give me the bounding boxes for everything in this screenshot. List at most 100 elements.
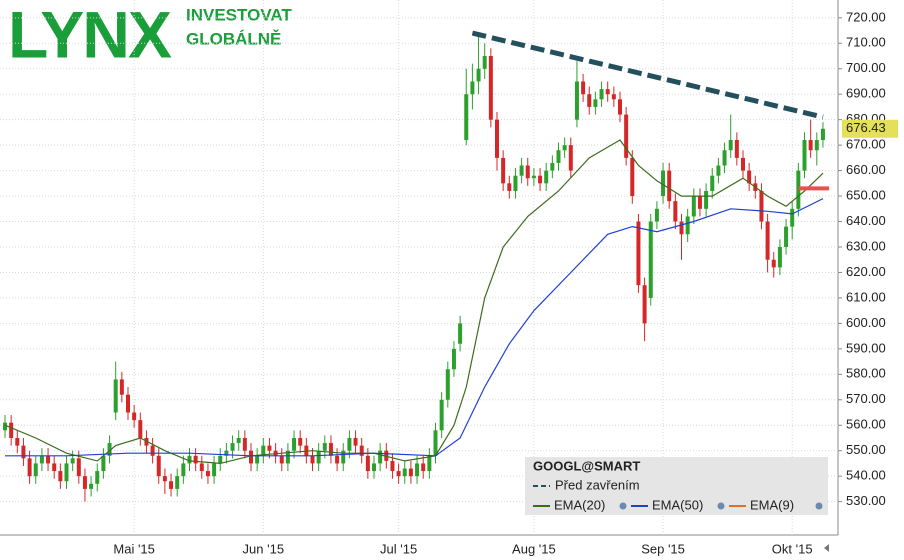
candle-body	[58, 471, 63, 482]
y-tick-label: 560.00	[846, 417, 886, 432]
x-tick-label: Sep '15	[641, 541, 685, 556]
candle-body	[199, 463, 204, 472]
x-tick-label: Jul '15	[380, 541, 417, 556]
y-tick-label: 530.00	[846, 493, 886, 508]
candle-body	[292, 437, 297, 451]
candle-body	[747, 170, 752, 184]
candle-body	[464, 94, 469, 141]
candle-body	[408, 468, 413, 477]
candle-body	[255, 455, 260, 464]
candle-body	[439, 399, 444, 431]
y-tick-label: 590.00	[846, 340, 886, 355]
candle-body	[138, 420, 143, 438]
candle-body	[162, 476, 167, 482]
candle-body	[15, 437, 20, 446]
x-tick-label: Aug '15	[512, 541, 556, 556]
candle-body	[636, 221, 641, 286]
candle-body	[205, 471, 210, 477]
y-tick-label: 710.00	[846, 35, 886, 50]
candle-body	[82, 476, 87, 489]
y-tick-label: 580.00	[846, 366, 886, 381]
x-tick-label: Mai '15	[113, 541, 155, 556]
legend-icon[interactable]	[815, 502, 823, 510]
candle-body	[697, 196, 702, 209]
candle-body	[126, 394, 130, 413]
candle-body	[230, 443, 235, 451]
candle-body	[661, 170, 666, 197]
candle-body	[378, 450, 383, 464]
candle-body	[734, 140, 739, 158]
candle-body	[156, 455, 161, 477]
candle-body	[648, 221, 653, 298]
candle-body	[107, 443, 112, 456]
candle-body	[587, 94, 592, 107]
candle-body	[605, 89, 610, 95]
trendline	[471, 30, 824, 120]
candle-body	[46, 455, 51, 464]
legend-icon[interactable]	[717, 502, 725, 510]
candle-body	[113, 379, 118, 413]
candle-body	[261, 445, 266, 456]
candle-body	[52, 463, 57, 472]
candle-body	[119, 379, 124, 395]
y-tick-label: 640.00	[846, 213, 886, 228]
legend-label: EMA(9)	[750, 497, 794, 512]
candle-body	[488, 56, 493, 120]
candle-body	[310, 455, 315, 464]
candle-body	[673, 201, 678, 222]
candle-body	[267, 445, 272, 451]
candle-body	[341, 450, 346, 464]
candle-body	[372, 463, 376, 472]
y-tick-label: 650.00	[846, 188, 886, 203]
candle-body	[89, 483, 94, 489]
candle-body	[685, 216, 690, 235]
candle-body	[390, 460, 395, 472]
candle-body	[70, 458, 75, 464]
candle-body	[427, 455, 432, 472]
candle-body	[76, 458, 81, 477]
candle-body	[482, 56, 487, 69]
candle-body	[279, 455, 284, 464]
candle-body	[33, 463, 38, 477]
candle-body	[236, 437, 241, 444]
candle-body	[802, 140, 807, 171]
scroll-arrow[interactable]	[824, 544, 829, 552]
y-tick-label: 620.00	[846, 264, 886, 279]
y-tick-label: 700.00	[846, 60, 886, 75]
candle-body	[193, 455, 198, 464]
y-tick-label: 690.00	[846, 86, 886, 101]
candle-body	[365, 455, 370, 472]
candle-body	[476, 68, 481, 82]
candle-body	[771, 259, 776, 268]
candle-body	[642, 285, 647, 324]
logo-tagline: INVESTOVAT	[186, 5, 292, 24]
candle-body	[285, 450, 290, 464]
candle-body	[784, 226, 789, 247]
candle-body	[550, 162, 555, 171]
candle-body	[132, 412, 137, 421]
price-tag	[842, 119, 898, 138]
candle-body	[593, 99, 598, 107]
ema-line	[5, 198, 824, 457]
candle-body	[624, 114, 629, 158]
candle-body	[808, 140, 813, 151]
legend-icon[interactable]	[619, 502, 627, 510]
candle-body	[741, 157, 745, 171]
y-tick-label: 600.00	[846, 315, 886, 330]
candle-body	[507, 183, 512, 191]
candle-body	[513, 175, 518, 191]
candle-body	[359, 445, 364, 456]
candle-body	[335, 455, 340, 464]
candle-body	[27, 458, 32, 477]
legend-label: Před zavřením	[555, 477, 640, 492]
candle-body	[710, 175, 715, 191]
y-tick-label: 660.00	[846, 162, 886, 177]
candle-body	[611, 94, 616, 100]
candle-body	[175, 476, 180, 489]
candle-body	[618, 99, 622, 115]
y-tick-label: 540.00	[846, 468, 886, 483]
candle-body	[704, 190, 709, 209]
candle-body	[402, 468, 407, 477]
candle-body	[519, 165, 524, 176]
